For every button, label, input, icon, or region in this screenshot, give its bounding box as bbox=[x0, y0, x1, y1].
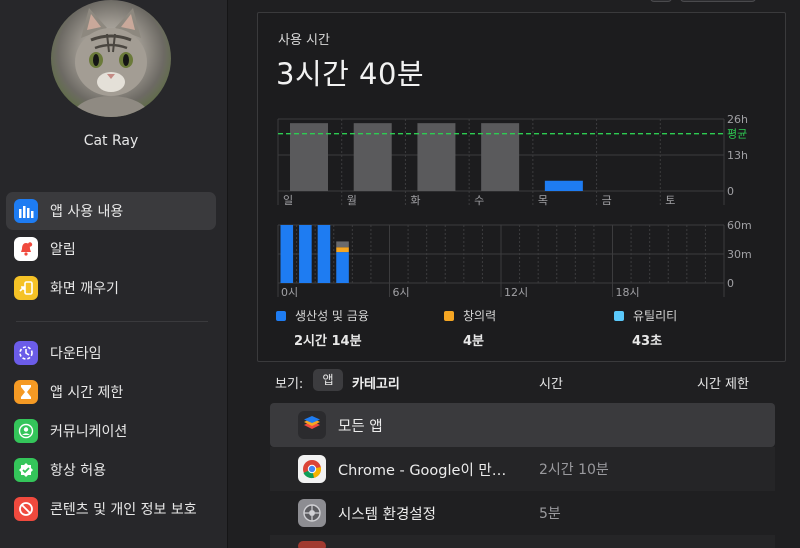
hour-bar bbox=[317, 225, 331, 283]
avatar[interactable] bbox=[51, 0, 171, 117]
x-tick-label: 월 bbox=[347, 194, 357, 207]
hour-bar bbox=[280, 225, 294, 283]
legend-swatch bbox=[444, 310, 454, 321]
x-tick-label: 수 bbox=[474, 194, 484, 207]
hourglass-icon bbox=[14, 380, 38, 404]
sidebar-item-label: 앱 시간 제한 bbox=[50, 385, 124, 401]
legend-label: 창의력 bbox=[463, 309, 497, 323]
x-tick-label: 6시 bbox=[393, 286, 410, 299]
toolbar-button[interactable] bbox=[650, 0, 672, 2]
sidebar-item-content-privacy[interactable]: 콘텐츠 및 개인 정보 보호 bbox=[6, 490, 216, 528]
legend-label: 유틸리티 bbox=[633, 309, 678, 323]
phone-pickup-icon bbox=[14, 276, 38, 300]
hour-bar bbox=[299, 225, 312, 283]
stack-layers-icon bbox=[298, 411, 326, 439]
bar-chart-icon bbox=[14, 199, 38, 223]
app-row-partial[interactable] bbox=[270, 535, 775, 548]
legend-utilities: 유틸리티 bbox=[614, 307, 677, 324]
x-tick-label: 토 bbox=[665, 194, 675, 207]
app-name: Chrome - Google이 만… bbox=[338, 462, 507, 479]
sidebar-item-app-usage[interactable]: 앱 사용 내용 bbox=[6, 192, 216, 230]
column-header-time[interactable]: 시간 bbox=[539, 377, 563, 392]
legend-swatch bbox=[276, 310, 286, 321]
sidebar-item-label: 콘텐츠 및 개인 정보 보호 bbox=[50, 502, 197, 518]
app-time: 2시간 10분 bbox=[539, 462, 609, 478]
chrome-icon bbox=[298, 455, 326, 483]
x-tick-label: 화 bbox=[410, 194, 420, 207]
y-tick-label: 0 bbox=[727, 277, 734, 290]
cat-photo bbox=[73, 8, 149, 117]
average-label: 평균 bbox=[727, 128, 747, 141]
view-mode-apps[interactable]: 앱 bbox=[313, 369, 343, 391]
app-icon-partial bbox=[298, 541, 326, 548]
sidebar-item-label: 항상 허용 bbox=[50, 463, 106, 479]
sidebar-item-label: 커뮤니케이션 bbox=[50, 424, 128, 440]
sidebar-item-label: 앱 사용 내용 bbox=[50, 204, 124, 220]
list-header: 보기: 앱 카테고리 시간 시간 제한 bbox=[257, 366, 786, 396]
legend-value-productivity: 2시간 14분 bbox=[294, 334, 362, 349]
no-entry-icon bbox=[14, 497, 38, 521]
legend-label: 생산성 및 금융 bbox=[295, 309, 369, 323]
y-tick-label: 0 bbox=[727, 185, 734, 198]
check-badge-icon bbox=[14, 458, 38, 482]
view-label: 보기: bbox=[275, 377, 304, 392]
legend-value-creativity: 4분 bbox=[463, 334, 485, 349]
app-row-all[interactable]: 모든 앱 bbox=[270, 403, 775, 447]
x-tick-label: 18시 bbox=[616, 286, 640, 299]
sidebar-item-always-allowed[interactable]: 항상 허용 bbox=[6, 451, 216, 489]
bell-icon bbox=[14, 237, 38, 261]
usage-card: 사용 시간 3시간 40분 평균 26h 13h 0 일 월 화 수 목 금 토 60m 30m 0 0시 6… bbox=[257, 12, 786, 362]
x-tick-label: 목 bbox=[538, 194, 548, 207]
app-name: 시스템 환경설정 bbox=[338, 506, 436, 523]
day-bar bbox=[353, 123, 392, 191]
sidebar-item-label: 다운타임 bbox=[50, 346, 102, 362]
sidebar-item-label: 화면 깨우기 bbox=[50, 281, 119, 297]
sidebar-item-app-limits[interactable]: 앱 시간 제한 bbox=[6, 373, 216, 411]
y-tick-label: 60m bbox=[727, 219, 752, 232]
sidebar-item-pickups[interactable]: 화면 깨우기 bbox=[6, 269, 216, 307]
toolbar-button[interactable] bbox=[680, 0, 756, 2]
usage-title: 사용 시간 bbox=[278, 33, 330, 48]
hour-bar bbox=[336, 247, 349, 253]
legend-value-utilities: 43초 bbox=[632, 334, 663, 349]
y-tick-label: 30m bbox=[727, 248, 752, 261]
person-bubble-icon bbox=[14, 419, 38, 443]
sidebar-item-label: 알림 bbox=[50, 242, 76, 258]
day-bar bbox=[417, 123, 456, 191]
app-row-system-preferences[interactable]: 시스템 환경설정 5분 bbox=[270, 491, 775, 535]
app-name: 모든 앱 bbox=[338, 418, 383, 435]
user-name: Cat Ray bbox=[83, 133, 139, 149]
sidebar-item-downtime[interactable]: 다운타임 bbox=[6, 334, 216, 372]
x-tick-label: 금 bbox=[602, 194, 612, 207]
x-tick-label: 일 bbox=[283, 193, 293, 207]
view-mode-category[interactable]: 카테고리 bbox=[352, 377, 400, 392]
day-bar bbox=[290, 123, 328, 191]
legend-swatch bbox=[614, 310, 624, 321]
downtime-icon bbox=[14, 341, 38, 365]
app-row-chrome[interactable]: Chrome - Google이 만… 2시간 10분 bbox=[270, 447, 775, 491]
legend-productivity: 생산성 및 금융 bbox=[276, 307, 369, 324]
x-tick-label: 12시 bbox=[504, 286, 528, 299]
usage-total: 3시간 40분 bbox=[276, 57, 425, 91]
sidebar-divider bbox=[16, 321, 208, 322]
hour-bar bbox=[336, 252, 349, 283]
sidebar-item-notifications[interactable]: 알림 bbox=[6, 230, 216, 268]
legend-creativity: 창의력 bbox=[444, 307, 496, 324]
day-bar bbox=[544, 180, 583, 191]
day-bar bbox=[481, 123, 520, 191]
charts-svg: 평균 26h 13h 0 일 월 화 수 목 금 토 60m 30m 0 0시 6시 12시 18시 bbox=[277, 113, 752, 299]
hour-bar bbox=[336, 241, 349, 248]
y-tick-label: 26h bbox=[727, 113, 748, 126]
sidebar: Cat Ray 앱 사용 내용 알림 화면 깨우기 다운타임 앱 시간 제한 bbox=[0, 0, 228, 548]
x-tick-label: 0시 bbox=[281, 286, 298, 299]
sidebar-item-communication[interactable]: 커뮤니케이션 bbox=[6, 412, 216, 450]
system-preferences-icon bbox=[298, 499, 326, 527]
column-header-limit[interactable]: 시간 제한 bbox=[697, 377, 749, 392]
y-tick-label: 13h bbox=[727, 149, 748, 162]
app-time: 5분 bbox=[539, 506, 561, 522]
